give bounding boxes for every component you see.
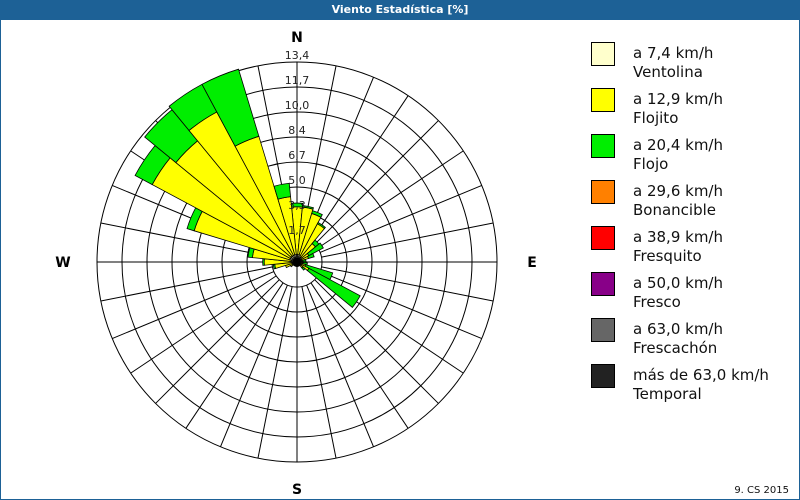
ring-label: 1,7: [288, 224, 306, 237]
rose-bar-segment: [273, 182, 292, 200]
chart-title: Viento Estadística [%]: [0, 0, 800, 20]
legend-swatch: [591, 226, 615, 250]
grid-spoke: [321, 266, 494, 302]
compass-label-e: E: [527, 255, 537, 271]
rose-bar-segment: [301, 205, 314, 210]
legend-name: Bonancible: [633, 201, 717, 219]
grid-spoke: [306, 77, 374, 240]
grid-spoke: [314, 120, 439, 245]
grid-spoke: [100, 222, 273, 258]
legend-label: a 50,0 km/h Fresco: [633, 274, 723, 312]
compass-label-n: N: [291, 30, 303, 46]
ring-label: 13,4: [285, 49, 310, 62]
legend-name: Fresco: [633, 293, 681, 311]
grid-spoke: [301, 286, 337, 459]
legend-swatch: [591, 88, 615, 112]
footer-text: 9. CS 2015: [734, 485, 789, 496]
grid-spoke: [130, 275, 277, 374]
grid-spoke: [310, 95, 409, 242]
rose-bar-segment: [306, 242, 324, 257]
legend-name: Temporal: [633, 385, 702, 403]
legend-speed: más de 63,0 km/h: [633, 366, 769, 384]
legend-label: a 63,0 km/h Frescachón: [633, 320, 723, 358]
legend-name: Fresquito: [633, 247, 702, 265]
center-dot: [294, 259, 300, 265]
legend-label: más de 63,0 km/h Temporal: [633, 366, 769, 404]
grid-spoke: [314, 279, 439, 404]
legend-swatch: [591, 364, 615, 388]
grid-spoke: [319, 185, 482, 253]
grid-spoke: [319, 271, 482, 339]
wind-rose-chart: 1,7 3,3 5,0 6,7 8,4 10,0 11,7 13,4 N E S W: [55, 30, 537, 498]
legend-swatch: [591, 272, 615, 296]
rose-bar-segment: [306, 267, 361, 309]
grid-spoke: [310, 282, 409, 429]
grid-spoke: [306, 284, 374, 447]
ring-label: 10,0: [285, 99, 310, 112]
legend-swatch: [591, 318, 615, 342]
compass-label-w: W: [55, 255, 70, 271]
legend-speed: a 29,6 km/h: [633, 182, 723, 200]
grid-spoke: [317, 150, 464, 249]
rose-bar-segment: [301, 266, 306, 271]
ring-label: 3,3: [288, 199, 306, 212]
grid-spoke: [112, 271, 275, 339]
chart-frame: 1,7 3,3 5,0 6,7 8,4 10,0 11,7 13,4 N E S W a 7,4 km…: [0, 20, 800, 500]
rose-bar-segment: [306, 253, 315, 260]
legend-speed: a 12,9 km/h: [633, 90, 723, 108]
grid-spoke: [100, 266, 273, 302]
grid-spoke: [185, 282, 284, 429]
legend-label: a 12,9 km/h Flojito: [633, 90, 723, 128]
legend-speed: a 63,0 km/h: [633, 320, 723, 338]
rose-bar-segment: [262, 258, 265, 266]
legend-name: Ventolina: [633, 63, 703, 81]
rose-bar-segment: [290, 202, 304, 208]
legend-label: a 38,9 km/h Fresquito: [633, 228, 723, 266]
grid-spoke: [155, 279, 280, 404]
legend-label: a 29,6 km/h Bonancible: [633, 182, 723, 220]
grid-spoke: [220, 284, 288, 447]
compass-label-s: S: [292, 482, 302, 498]
rose-bar-segment: [201, 68, 260, 147]
legend-label: a 20,4 km/h Flojo: [633, 136, 723, 174]
ring-label: 5,0: [288, 174, 306, 187]
rose-bar-segment: [316, 221, 326, 230]
legend-name: Flojito: [633, 109, 679, 127]
legend-swatch: [591, 42, 615, 66]
legend-speed: a 50,0 km/h: [633, 274, 723, 292]
legend-swatch: [591, 180, 615, 204]
legend-speed: a 38,9 km/h: [633, 228, 723, 246]
grid-spoke: [257, 286, 293, 459]
legend-swatch: [591, 134, 615, 158]
legend-speed: a 7,4 km/h: [633, 44, 714, 62]
ring-label: 8,4: [288, 124, 306, 137]
legend-speed: a 20,4 km/h: [633, 136, 723, 154]
ring-label: 11,7: [285, 74, 310, 87]
grid-spoke: [321, 222, 494, 258]
rose-bar-segment: [311, 210, 323, 218]
ring-label: 6,7: [288, 149, 306, 162]
legend-label: a 7,4 km/h Ventolina: [633, 44, 713, 82]
legend-name: Frescachón: [633, 339, 718, 357]
legend-name: Flojo: [633, 155, 669, 173]
